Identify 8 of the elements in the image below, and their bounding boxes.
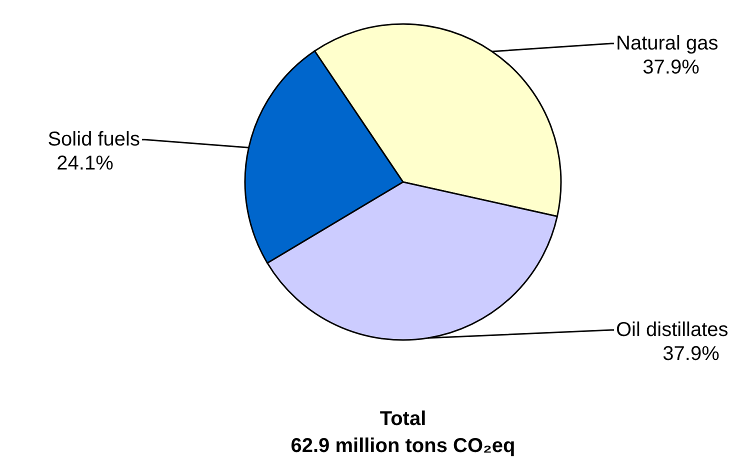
text: Total <box>380 408 426 430</box>
data-label: 24.1% <box>56 152 114 175</box>
text: 62.9 million tons CO₂eq <box>290 435 516 457</box>
slice-label: Solid fuels <box>48 128 140 151</box>
data-label: 37.9% <box>662 342 720 365</box>
slice-label: Natural gas <box>616 32 718 54</box>
slice-label: Oil distillates <box>616 318 728 341</box>
data-label: 37.9% <box>642 56 700 78</box>
